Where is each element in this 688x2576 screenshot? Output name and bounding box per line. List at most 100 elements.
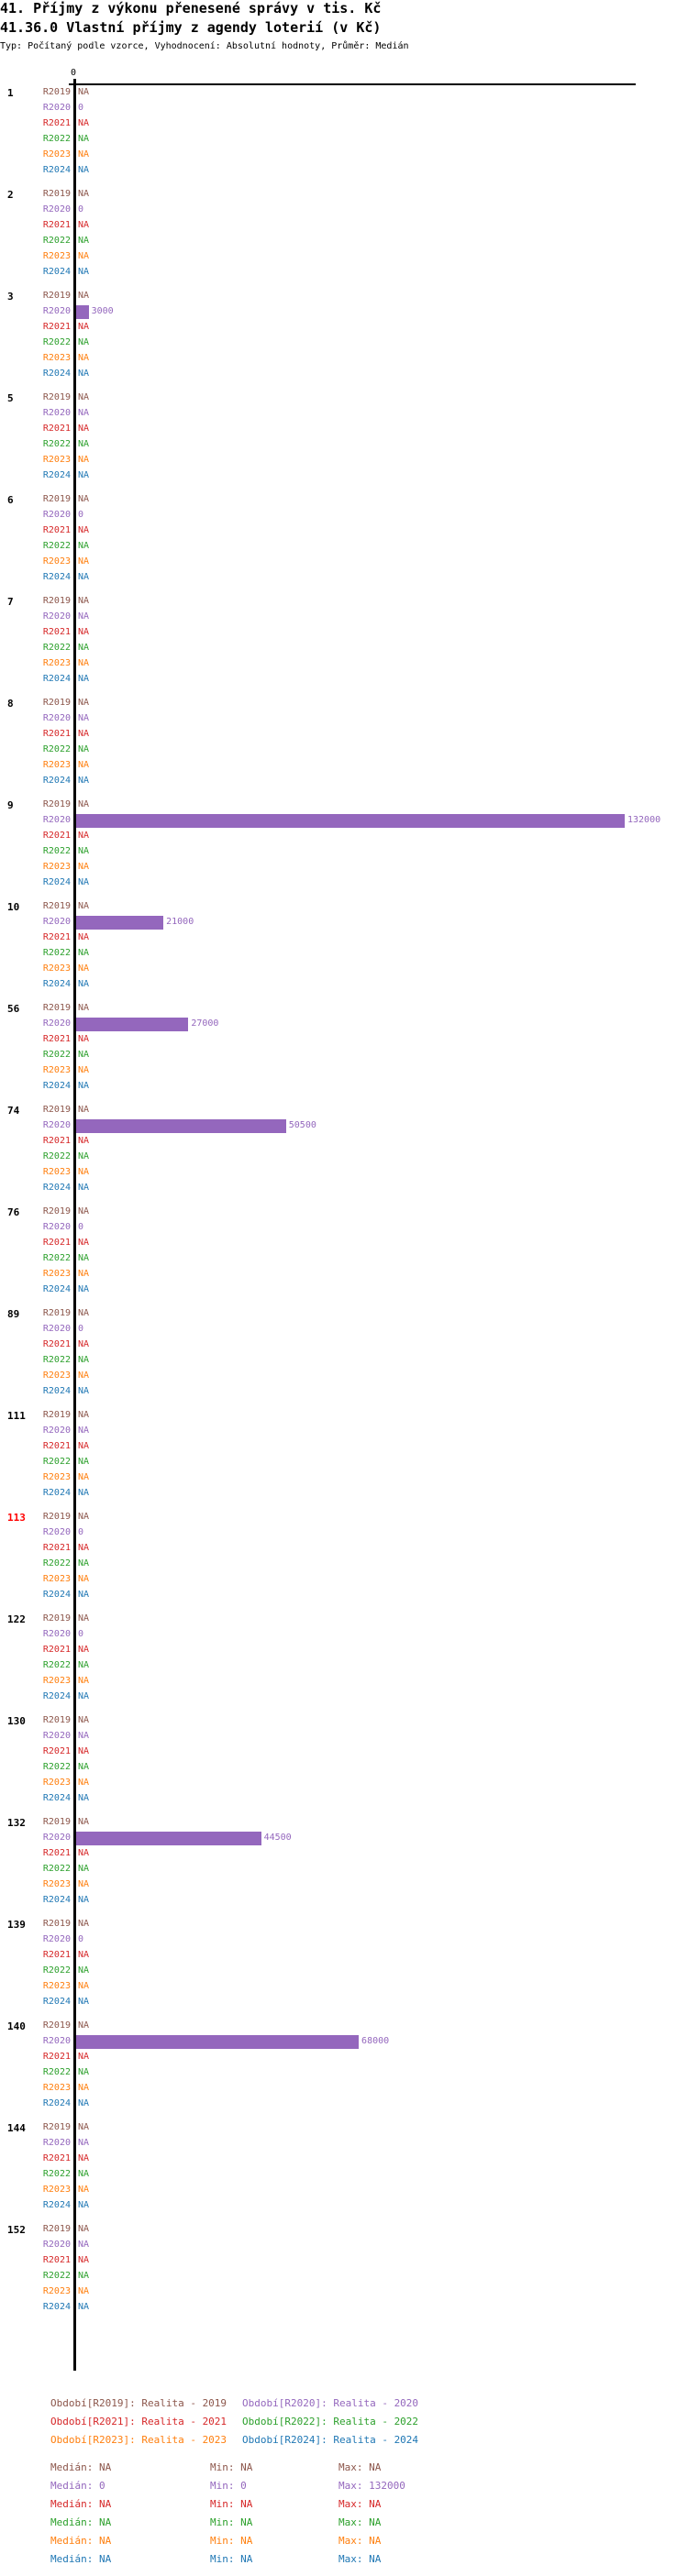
series-label: R2022 xyxy=(42,948,71,958)
data-label: 0 xyxy=(78,1629,84,1639)
group-label: 10 xyxy=(7,901,20,913)
data-label: NA xyxy=(78,2083,90,2093)
series-label: R2020 xyxy=(42,1629,71,1639)
data-label: NA xyxy=(78,698,90,708)
series-label: R2023 xyxy=(42,353,71,363)
series-label: R2022 xyxy=(42,1660,71,1670)
bar xyxy=(76,1119,286,1133)
series-label: R2019 xyxy=(42,2122,71,2132)
data-label: NA xyxy=(78,337,90,347)
data-label: NA xyxy=(78,1919,90,1929)
data-label: 0 xyxy=(78,204,84,215)
x-axis-line xyxy=(69,83,636,85)
data-label: 68000 xyxy=(361,2036,390,2046)
stat-min: Min: 0 xyxy=(210,2480,247,2492)
data-label: NA xyxy=(78,572,90,582)
series-label: R2024 xyxy=(42,2302,71,2312)
series-label: R2023 xyxy=(42,556,71,567)
series-label: R2024 xyxy=(42,1997,71,2007)
stat-median: Medián: NA xyxy=(50,2553,112,2565)
data-label: NA xyxy=(78,1472,90,1482)
data-label: NA xyxy=(78,744,90,754)
series-label: R2022 xyxy=(42,1151,71,1161)
data-label: NA xyxy=(78,2138,90,2148)
data-label: NA xyxy=(78,1065,90,1075)
data-label: NA xyxy=(78,1778,90,1788)
series-label: R2021 xyxy=(42,1136,71,1146)
data-label: NA xyxy=(78,220,90,230)
data-label: NA xyxy=(78,1410,90,1420)
stat-median: Medián: NA xyxy=(50,2516,112,2528)
data-label: NA xyxy=(78,643,90,653)
data-label: NA xyxy=(78,455,90,465)
data-label: NA xyxy=(78,1355,90,1365)
data-label: NA xyxy=(78,901,90,911)
data-label: NA xyxy=(78,1284,90,1294)
data-label: NA xyxy=(78,2302,90,2312)
group-label: 5 xyxy=(7,392,14,404)
data-label: 0 xyxy=(78,1527,84,1537)
series-label: R2021 xyxy=(42,1543,71,1553)
series-label: R2023 xyxy=(42,1269,71,1279)
data-label: NA xyxy=(78,470,90,480)
legend-item: Období[R2022]: Realita - 2022 xyxy=(242,2416,419,2427)
series-label: R2021 xyxy=(42,1034,71,1044)
group-label: 6 xyxy=(7,494,14,506)
series-label: R2023 xyxy=(42,251,71,261)
series-label: R2023 xyxy=(42,1778,71,1788)
series-label: R2021 xyxy=(42,220,71,230)
data-label: NA xyxy=(78,658,90,668)
series-label: R2022 xyxy=(42,2067,71,2077)
data-label: NA xyxy=(78,2098,90,2108)
series-label: R2023 xyxy=(42,963,71,974)
group-label: 132 xyxy=(7,1817,26,1829)
stat-min: Min: NA xyxy=(210,2516,253,2528)
group-label: 122 xyxy=(7,1613,26,1625)
series-label: R2023 xyxy=(42,2185,71,2195)
data-label: 3000 xyxy=(91,306,114,316)
series-label: R2022 xyxy=(42,1457,71,1467)
data-label: NA xyxy=(78,1206,90,1216)
series-label: R2021 xyxy=(42,118,71,128)
data-label: NA xyxy=(78,1105,90,1115)
data-label: NA xyxy=(78,1660,90,1670)
data-label: 0 xyxy=(78,103,84,113)
data-label: NA xyxy=(78,1371,90,1381)
series-label: R2024 xyxy=(42,470,71,480)
bar xyxy=(76,1018,189,1031)
chart-description: Typ: Počítaný podle vzorce, Vyhodnocení:… xyxy=(0,41,409,51)
series-label: R2024 xyxy=(42,1895,71,1905)
data-label: NA xyxy=(78,596,90,606)
data-label: NA xyxy=(78,1003,90,1013)
series-label: R2023 xyxy=(42,2286,71,2296)
data-label: NA xyxy=(78,165,90,175)
data-label: NA xyxy=(78,862,90,872)
series-label: R2021 xyxy=(42,2153,71,2163)
data-label: NA xyxy=(78,189,90,199)
data-label: NA xyxy=(78,2240,90,2250)
data-label: NA xyxy=(78,1848,90,1858)
series-label: R2020 xyxy=(42,103,71,113)
legend-item: Období[R2023]: Realita - 2023 xyxy=(50,2434,227,2446)
data-label: 50500 xyxy=(288,1120,316,1130)
series-label: R2022 xyxy=(42,1965,71,1976)
data-label: NA xyxy=(78,1308,90,1318)
series-label: R2023 xyxy=(42,149,71,160)
series-label: R2022 xyxy=(42,337,71,347)
series-label: R2019 xyxy=(42,189,71,199)
series-label: R2022 xyxy=(42,2169,71,2179)
data-label: 27000 xyxy=(191,1018,219,1029)
data-label: NA xyxy=(78,134,90,144)
data-label: NA xyxy=(78,1715,90,1725)
stat-min: Min: NA xyxy=(210,2535,253,2547)
series-label: R2020 xyxy=(42,611,71,622)
series-label: R2022 xyxy=(42,1253,71,1263)
series-label: R2022 xyxy=(42,1355,71,1365)
data-label: NA xyxy=(78,1950,90,1960)
data-label: NA xyxy=(78,932,90,942)
data-label: NA xyxy=(78,674,90,684)
data-label: NA xyxy=(78,1691,90,1701)
series-label: R2022 xyxy=(42,1864,71,1874)
data-label: NA xyxy=(78,2255,90,2265)
data-label: NA xyxy=(78,611,90,622)
